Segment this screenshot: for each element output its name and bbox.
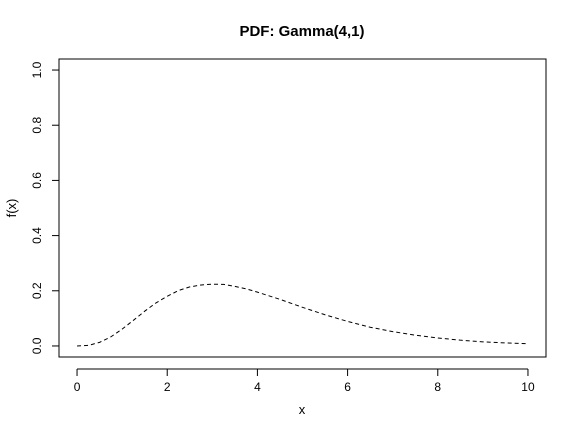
y-tick-label: 0.6 [30,172,44,189]
y-axis: 0.0 0.2 0.4 0.6 0.8 1.0 [30,61,60,354]
y-tick-label: 0.4 [30,227,44,244]
x-axis-label: x [299,402,306,417]
chart-title: PDF: Gamma(4,1) [239,23,364,40]
x-tick-label: 10 [521,380,535,394]
series-line-1 [77,283,528,347]
x-axis: 0 2 4 6 8 10 [74,368,535,394]
y-axis-label: f(x) [4,199,19,218]
x-tick-label: 4 [254,380,261,394]
y-tick-label: 1.0 [30,61,44,78]
y-tick-label: 0.0 [30,337,44,354]
x-tick-label: 2 [164,380,171,394]
series-layer [77,283,528,347]
x-tick-label: 0 [74,380,81,394]
x-tick-label: 6 [344,380,351,394]
x-tick-label: 8 [434,380,441,394]
plot-area-frame [58,58,547,358]
y-tick-label: 0.8 [30,117,44,134]
y-tick-label: 0.2 [30,282,44,299]
